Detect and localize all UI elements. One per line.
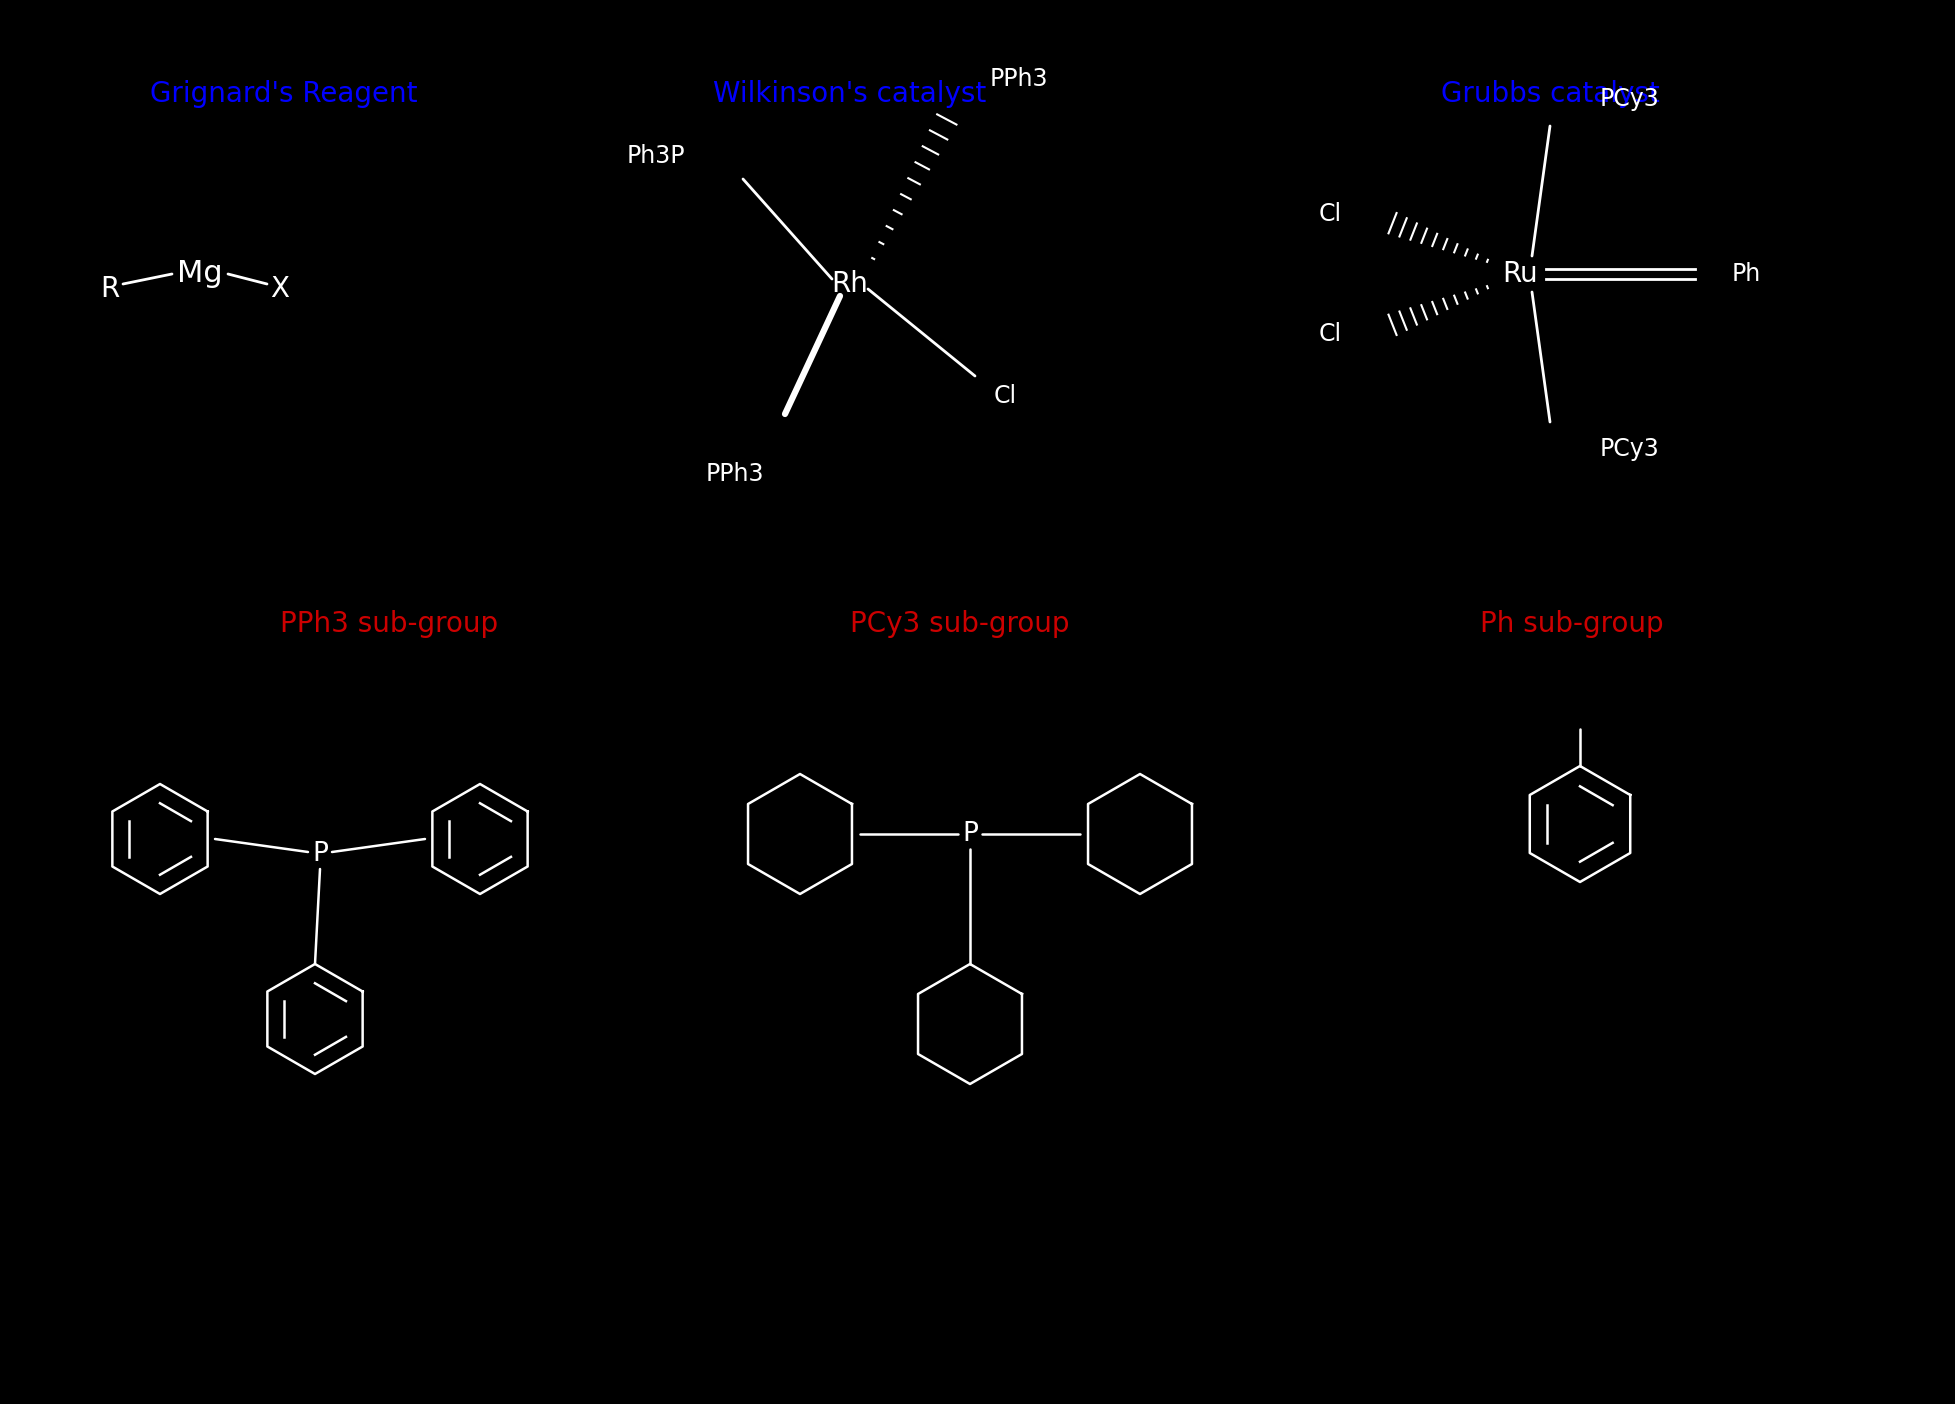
Text: R: R bbox=[100, 275, 119, 303]
Text: Ph: Ph bbox=[1730, 263, 1760, 286]
Text: Ph3P: Ph3P bbox=[626, 145, 684, 168]
Text: PPh3 sub-group: PPh3 sub-group bbox=[280, 609, 499, 637]
Text: Ph sub-group: Ph sub-group bbox=[1480, 609, 1664, 637]
Text: Ru: Ru bbox=[1501, 260, 1537, 288]
Text: Rh: Rh bbox=[831, 270, 868, 298]
Text: Grignard's Reagent: Grignard's Reagent bbox=[151, 80, 416, 108]
Text: Cl: Cl bbox=[993, 385, 1017, 409]
Text: P: P bbox=[313, 841, 328, 868]
Text: X: X bbox=[270, 275, 289, 303]
Text: PCy3: PCy3 bbox=[1599, 87, 1660, 111]
Text: Cl: Cl bbox=[1318, 322, 1341, 345]
Text: PCy3: PCy3 bbox=[1599, 437, 1660, 461]
Text: PCy3 sub-group: PCy3 sub-group bbox=[850, 609, 1069, 637]
Text: P: P bbox=[962, 821, 978, 847]
Text: PPh3: PPh3 bbox=[706, 462, 764, 486]
Text: PPh3: PPh3 bbox=[989, 67, 1048, 91]
Text: Grubbs catalyst: Grubbs catalyst bbox=[1441, 80, 1658, 108]
Text: Mg: Mg bbox=[178, 260, 223, 288]
Text: Cl: Cl bbox=[1318, 202, 1341, 226]
Text: Wilkinson's catalyst: Wilkinson's catalyst bbox=[714, 80, 985, 108]
